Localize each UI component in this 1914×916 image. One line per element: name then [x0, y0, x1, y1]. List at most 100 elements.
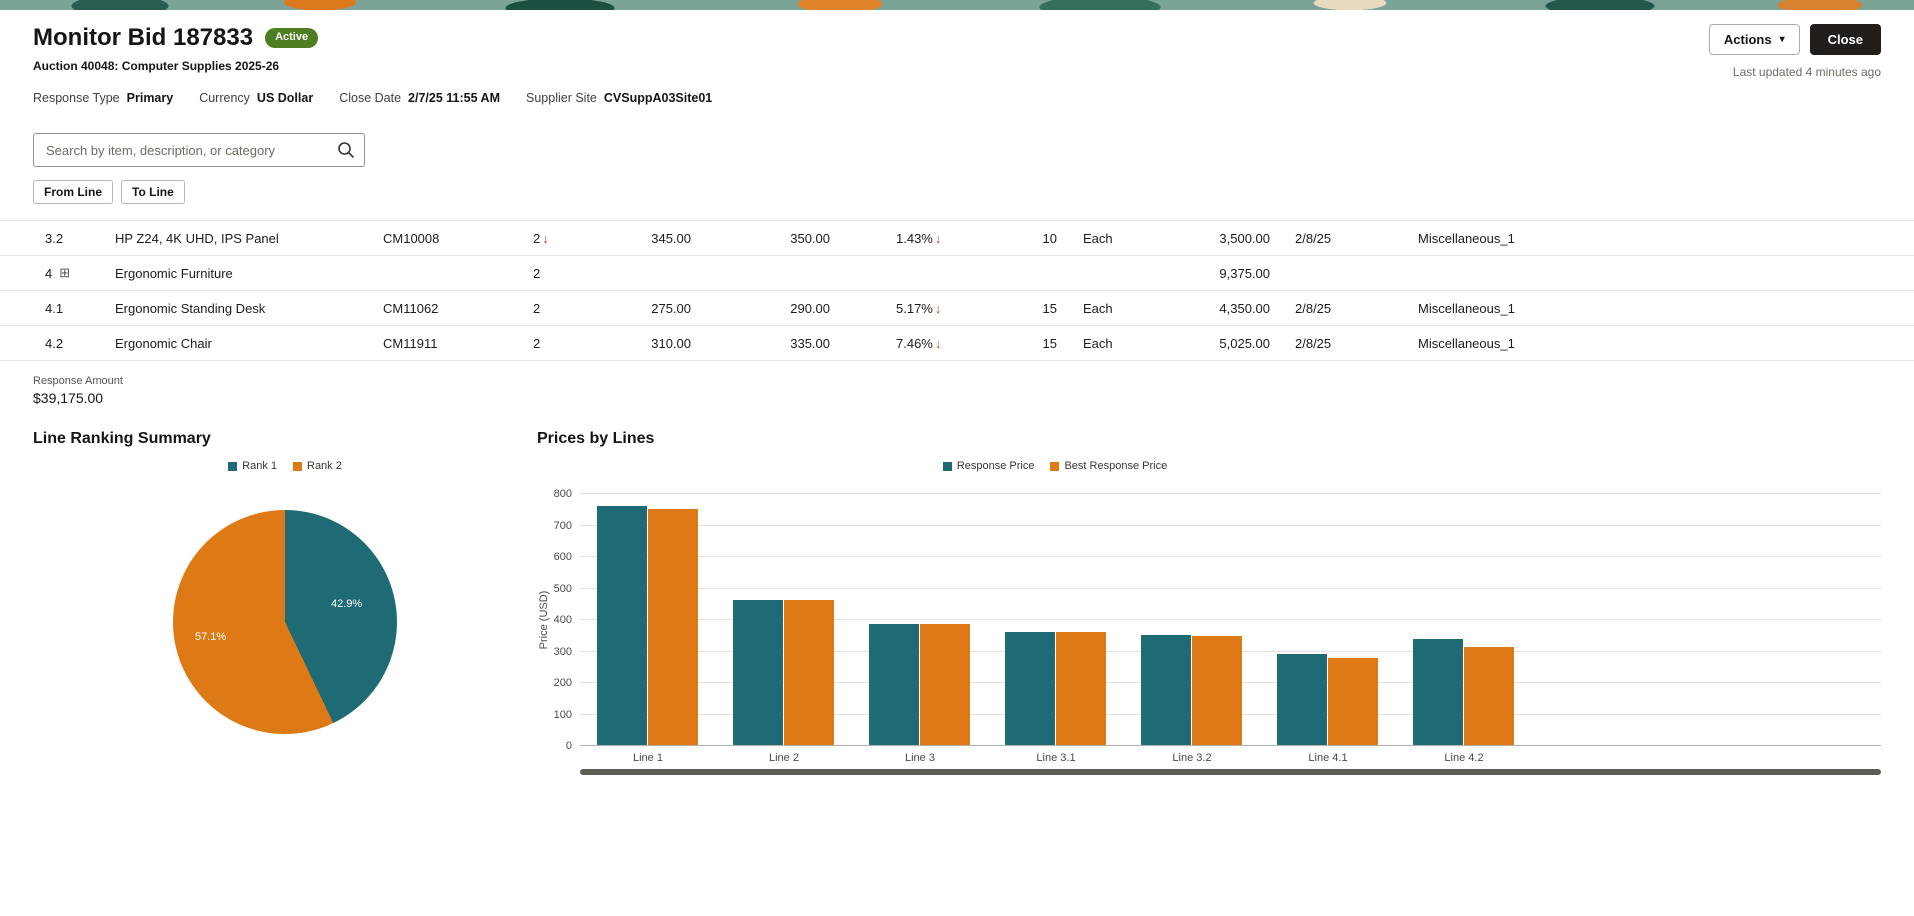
bar-line-2-response[interactable]: [733, 600, 783, 745]
description-cell: Ergonomic Furniture: [115, 265, 233, 281]
uom-cell: Each: [1083, 300, 1113, 316]
bar-line-3-best[interactable]: [920, 623, 970, 745]
auction-subtitle: Auction 40048: Computer Supplies 2025-26: [33, 59, 280, 73]
bar-line-3.2-best[interactable]: [1192, 636, 1242, 745]
price-cell: 310.00: [651, 335, 691, 351]
pie-chart-title: Line Ranking Summary: [33, 430, 211, 447]
legend-label: Best Response Price: [1064, 460, 1168, 472]
amount-cell: 4,350.00: [1219, 300, 1270, 316]
y-axis-tick: 800: [553, 488, 572, 500]
meta-response-type: Response Type Primary: [33, 91, 173, 105]
description-cell: Ergonomic Standing Desk: [115, 300, 266, 316]
meta-value: CVSuppA03Site01: [603, 91, 713, 105]
savings-down-arrow-icon: ↓: [934, 335, 942, 351]
header-left: Monitor Bid 187833 Active Auction 40048:…: [33, 24, 319, 73]
gridline: [580, 556, 1881, 557]
y-axis-tick: 700: [553, 519, 572, 532]
gridline: [580, 745, 1881, 746]
y-axis-tick: 500: [553, 582, 572, 595]
to-line-button[interactable]: To Line: [121, 180, 185, 204]
response-amount-label: Response Amount: [33, 375, 123, 387]
description-cell: Ergonomic Chair: [115, 335, 212, 351]
bar-line-3.2-response[interactable]: [1141, 634, 1191, 745]
gridline: [580, 493, 1881, 494]
rank-cell: 2 ↓: [533, 230, 549, 246]
category-cell: Miscellaneous_1: [1418, 335, 1515, 351]
line-number-cell: 4.1: [45, 300, 64, 316]
description-cell: HP Z24, 4K UHD, IPS Panel: [115, 230, 279, 246]
line-ranking-summary-section: Line Ranking Summary Rank 1 Rank 2 42.9% 5…: [33, 430, 537, 775]
bar-line-1-best[interactable]: [648, 508, 698, 745]
pie-legend: Rank 1 Rank 2: [33, 460, 537, 472]
bar-line-3-response[interactable]: [869, 623, 919, 745]
actions-button-label: Actions: [1723, 32, 1772, 47]
date-cell: 2/8/25: [1295, 230, 1332, 246]
legend-item: Response Price: [942, 460, 1034, 472]
x-axis-category-label: Line 3.2: [1172, 752, 1212, 764]
close-button[interactable]: Close: [1809, 24, 1881, 55]
legend-swatch: [942, 461, 952, 471]
best-price-cell: 350.00: [790, 230, 830, 246]
bar-line-1-response[interactable]: [597, 505, 647, 745]
legend-item: Rank 2: [293, 460, 342, 472]
uom-cell: Each: [1083, 230, 1113, 246]
actions-button[interactable]: Actions ▾: [1708, 24, 1800, 55]
from-line-button[interactable]: From Line: [33, 180, 114, 204]
y-axis-tick: 300: [553, 645, 572, 658]
x-axis-category-label: Line 1: [633, 752, 663, 764]
best-price-cell: 290.00: [790, 300, 830, 316]
meta-value: 2/7/25 11:55 AM: [408, 91, 500, 105]
best-price-cell: 335.00: [790, 335, 830, 351]
search-input[interactable]: [33, 133, 365, 167]
response-amount-value: $39,175.00: [33, 390, 104, 406]
bar-legend: Response Price Best Response Price: [580, 460, 1530, 472]
meta-label: Close Date: [339, 91, 402, 105]
date-cell: 2/8/25: [1295, 335, 1332, 351]
line-ranking-pie-chart[interactable]: 42.9% 57.1%: [173, 510, 397, 734]
search-icon[interactable]: [337, 141, 355, 159]
y-axis-tick: 200: [553, 677, 572, 689]
amount-cell: 9,375.00: [1219, 265, 1270, 281]
table-row[interactable]: 4 ⊞ Ergonomic Furniture 2 9,375.00: [0, 256, 1914, 291]
x-axis-category-label: Line 3.1: [1036, 752, 1076, 764]
charts-row: Line Ranking Summary Rank 1 Rank 2 42.9% 5…: [0, 430, 1914, 775]
bar-line-3.1-best[interactable]: [1056, 631, 1106, 745]
legend-item: Best Response Price: [1050, 460, 1167, 472]
date-cell: 2/8/25: [1295, 300, 1332, 316]
category-cell: Miscellaneous_1: [1418, 230, 1515, 246]
legend-label: Rank 2: [307, 460, 342, 472]
y-axis-tick: 400: [553, 614, 572, 626]
gridline: [580, 587, 1881, 589]
page-header: Monitor Bid 187833 Active Auction 40048:…: [0, 10, 1914, 79]
table-row[interactable]: 4.1 Ergonomic Standing Desk CM11062 2 275.00…: [0, 291, 1914, 326]
search-row: [0, 105, 1914, 167]
pie-slice-label: 57.1%: [195, 631, 227, 643]
quantity-cell: 10: [1042, 230, 1057, 246]
price-cell: 345.00: [651, 230, 691, 246]
bar-line-4.1-best[interactable]: [1328, 658, 1378, 745]
table-row[interactable]: 4.2 Ergonomic Chair CM11911 2 310.00 335.00 7.…: [0, 326, 1914, 361]
savings-cell: 1.43% ↓: [896, 230, 942, 246]
quantity-cell: 15: [1042, 300, 1057, 316]
bar-line-4.2-best[interactable]: [1464, 647, 1514, 745]
line-number-cell: 4.2: [45, 335, 64, 351]
table-row[interactable]: 3.2 HP Z24, 4K UHD, IPS Panel CM10008 2 ↓ 345…: [0, 221, 1914, 256]
prices-bar-chart: Price (USD) 0 100 200 300 400 500 600 700 800 Lin…: [538, 488, 1881, 764]
chart-scrollbar[interactable]: [580, 769, 1881, 775]
meta-label: Response Type: [33, 91, 120, 105]
bar-line-3.1-response[interactable]: [1005, 631, 1055, 745]
legend-label: Rank 1: [242, 460, 277, 472]
page-title: Monitor Bid 187833: [33, 24, 254, 51]
rank-cell: 2: [533, 265, 541, 281]
item-cell: CM10008: [383, 230, 440, 246]
bar-line-4.1-response[interactable]: [1277, 653, 1327, 745]
rank-cell: 2: [533, 335, 541, 351]
category-cell: Miscellaneous_1: [1418, 300, 1515, 316]
bar-line-2-best[interactable]: [784, 600, 834, 745]
group-lines-icon: ⊞: [59, 265, 71, 280]
bar-line-4.2-response[interactable]: [1413, 639, 1463, 745]
prices-by-lines-section: Prices by Lines Response Price Best Respo…: [537, 430, 1881, 775]
gridline: [580, 524, 1881, 526]
meta-label: Supplier Site: [526, 91, 597, 105]
savings-down-arrow-icon: ↓: [934, 230, 942, 246]
